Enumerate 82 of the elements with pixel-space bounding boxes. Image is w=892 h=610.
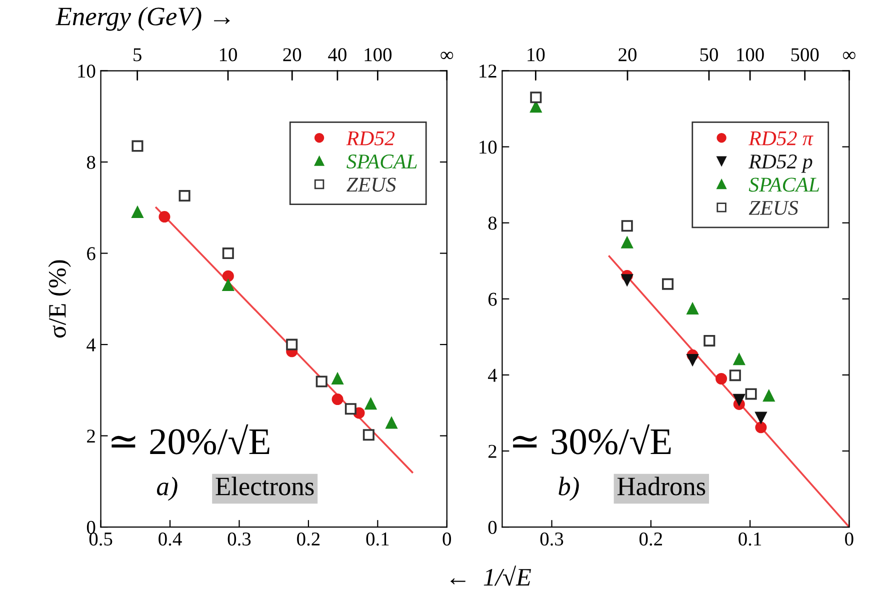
point (530, 92, 542, 104)
x-tick-label: 0.2 (297, 532, 320, 546)
point (621, 236, 633, 248)
y-tick-label: 2 (488, 444, 496, 458)
point (362, 429, 374, 441)
point (386, 417, 398, 429)
x-axis-title: ← 1/√E (450, 566, 531, 586)
x-tick-label: 0.2 (639, 532, 662, 546)
legend-label: SPACAL (346, 154, 417, 169)
point (332, 394, 344, 406)
y-tick-label: 10 (78, 64, 96, 78)
point (364, 398, 377, 410)
point (222, 270, 234, 282)
text: 10 (220, 48, 237, 62)
text: Energy (GeV) → (55, 6, 230, 31)
point (686, 303, 698, 315)
point (332, 372, 344, 385)
y-tick-label: 8 (86, 156, 96, 169)
annotation: ≃ 30%/√E (513, 424, 671, 455)
legend-label: RD52 p (748, 154, 812, 173)
x-tick-label: 0 (442, 532, 452, 546)
legend-label: RD52 π (748, 131, 814, 146)
text: 20 (283, 48, 302, 62)
point (733, 394, 745, 406)
legend-label: RD52 (346, 131, 395, 146)
point (755, 412, 767, 424)
point (716, 372, 728, 385)
text: 5 (134, 48, 142, 62)
x-tick-label: 0.5 (89, 532, 112, 546)
y-tick-label: 0 (488, 520, 497, 534)
point (222, 279, 234, 291)
y-tick-label: 6 (488, 292, 497, 306)
y-tick-label: 6 (87, 247, 96, 260)
annotation: Hadrons (617, 476, 706, 496)
point (662, 278, 674, 290)
y-tick-label: 4 (86, 338, 96, 352)
annotation: ≃ 20%/√E (112, 424, 270, 455)
y-tick-label: 12 (480, 64, 496, 78)
text: 100 (364, 48, 392, 62)
text: 100 (737, 48, 764, 62)
point (286, 338, 298, 350)
text: 40 (328, 48, 346, 62)
point (316, 376, 328, 388)
x-tick-label: 0 (845, 532, 854, 546)
x-tick-label: 0.3 (540, 532, 564, 546)
text: 50 (700, 48, 718, 62)
legend-label: ZEUS (346, 178, 396, 192)
annotation: b) (558, 476, 579, 501)
y-axis-title: σ/E (%) (48, 260, 71, 338)
point (763, 390, 775, 402)
point (686, 354, 698, 366)
point (344, 403, 356, 415)
point (729, 370, 741, 382)
text: ∞ (440, 52, 454, 60)
point (745, 388, 757, 400)
point (158, 211, 170, 223)
point (621, 274, 633, 286)
point (222, 248, 234, 260)
legend-label: ZEUS (748, 200, 798, 215)
text: 20 (618, 48, 636, 62)
point (704, 334, 716, 346)
x-tick-label: 0.1 (366, 532, 389, 546)
y-tick-label: 2 (87, 430, 95, 443)
x-tick-label: 0.3 (228, 532, 251, 546)
point (621, 220, 633, 232)
y-tick-label: 10 (480, 140, 497, 154)
legend-label: SPACAL (748, 178, 820, 192)
y-tick-label: 4 (488, 368, 498, 382)
x-tick-label: 0.1 (738, 532, 762, 546)
text: 500 (791, 48, 819, 62)
text: 10 (528, 48, 545, 62)
x-tick-label: 0.4 (158, 532, 182, 546)
annotation: Electrons (216, 476, 314, 496)
annotation: a) (156, 476, 178, 501)
point (178, 190, 190, 202)
point (733, 354, 745, 366)
y-tick-label: 8 (488, 216, 497, 230)
point (132, 206, 144, 218)
y-tick-label: 0 (86, 520, 96, 534)
text: ∞ (842, 52, 856, 60)
point (132, 140, 144, 152)
point (755, 422, 767, 434)
